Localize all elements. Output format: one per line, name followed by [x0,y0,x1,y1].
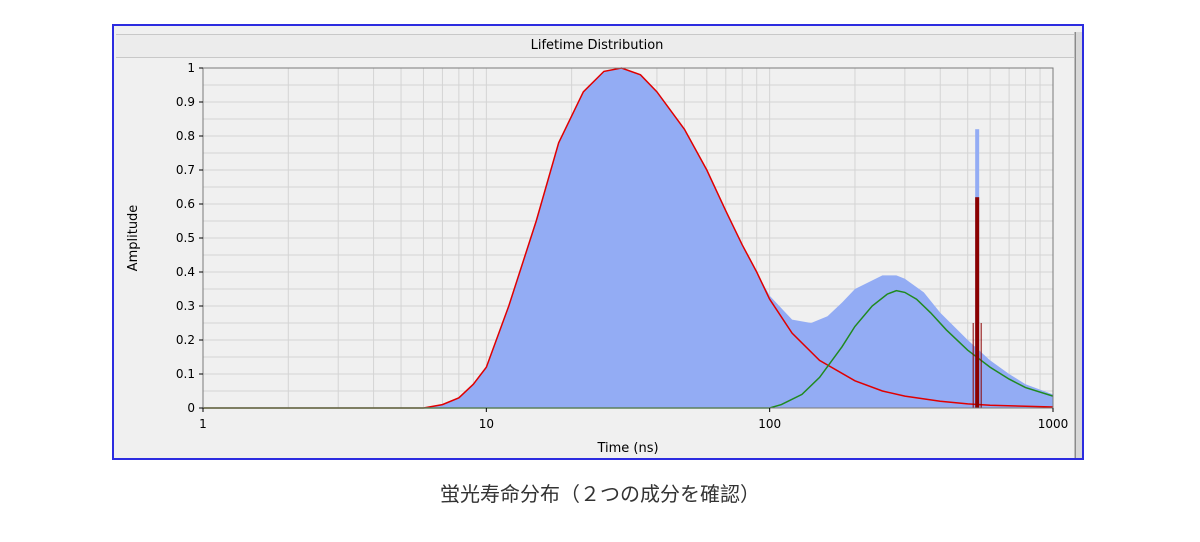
y-tick-label: 0.6 [176,197,195,211]
y-tick-label: 0 [187,401,195,415]
chart-title: Lifetime Distribution [116,34,1078,58]
x-axis-label: Time (ns) [596,441,658,456]
y-tick-label: 1 [187,61,195,75]
x-tick-label: 1000 [1038,417,1069,431]
y-axis-ticks: 0 0.1 0.2 0.3 0.4 0.5 0.6 0.7 0.8 0.9 1 [176,61,203,415]
y-tick-label: 0.4 [176,265,195,279]
y-tick-label: 0.1 [176,367,195,381]
window-scrollbar[interactable] [1075,32,1082,458]
y-tick-label: 0.7 [176,163,195,177]
y-tick-label: 0.3 [176,299,195,313]
x-tick-label: 100 [758,417,781,431]
y-tick-label: 0.5 [176,231,195,245]
component-1-curve [203,67,1054,409]
figure-caption: 蛍光寿命分布（２つの成分を確認） [440,482,760,506]
y-tick-label: 0.9 [176,95,195,109]
component-2-curve [203,289,1054,409]
y-tick-label: 0.2 [176,333,195,347]
x-tick-label: 10 [479,417,494,431]
x-tick-label: 1 [199,417,207,431]
x-axis-ticks: 1 10 100 1000 [199,408,1068,431]
chart-series [203,67,1054,409]
y-tick-label: 0.8 [176,129,195,143]
y-axis-label: Amplitude [126,205,141,272]
component-3-spike [975,197,980,408]
